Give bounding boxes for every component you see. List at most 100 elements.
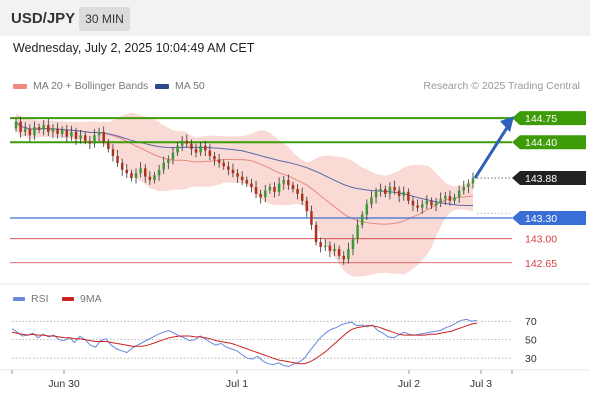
candle-body: [162, 162, 165, 170]
x-tick-label: Jul 2: [398, 378, 420, 390]
candle-body: [250, 183, 253, 187]
x-tick-label: Jun 30: [48, 378, 80, 390]
candle-body: [444, 195, 447, 199]
candle-body: [462, 187, 466, 191]
legend-ma50: MA 50: [155, 80, 205, 92]
ma50-line: [15, 121, 474, 207]
candle-body: [347, 249, 350, 260]
candle-body: [430, 200, 433, 206]
candle-body: [416, 205, 419, 208]
candle-body: [204, 145, 207, 151]
candle-body: [139, 168, 142, 174]
candle-body: [14, 121, 18, 129]
candle-body: [148, 176, 152, 181]
ma9-swatch: [62, 297, 74, 302]
ma50-swatch: [155, 83, 169, 89]
price-level-tag: [512, 111, 586, 126]
candle-body: [467, 183, 470, 187]
candle-body: [134, 173, 138, 179]
candle-body: [231, 169, 235, 174]
candle-body: [79, 135, 82, 139]
candle-body: [125, 169, 129, 174]
candle-body: [153, 175, 156, 181]
date-line: Wednesday, July 2, 2025 10:04:49 AM CET: [13, 41, 255, 55]
rsi-tick-label: 30: [525, 353, 537, 365]
price-level-label: 143.88: [525, 173, 557, 185]
timeframe-button[interactable]: 30 MIN: [79, 7, 130, 31]
ma20-label: MA 20 + Bollinger Bands: [33, 80, 149, 92]
legend-rsi: RSI: [13, 293, 49, 305]
candle-body: [379, 189, 382, 192]
candle-body: [273, 187, 276, 192]
rsi-ma-line: [11, 322, 478, 365]
candle-body: [37, 127, 41, 130]
candle-body: [434, 202, 438, 206]
candle-body: [411, 200, 415, 206]
price-level-tag: [512, 135, 586, 150]
candle-body: [259, 193, 262, 198]
symbol-title: USD/JPY: [11, 10, 76, 27]
candle-body: [213, 156, 216, 160]
candle-body: [60, 129, 64, 134]
x-tick-label: Jul 1: [226, 378, 248, 390]
candle-body: [370, 197, 373, 205]
x-tick-label: Jul 3: [470, 378, 492, 390]
legend-ma20: MA 20 + Bollinger Bands: [13, 80, 148, 92]
candle-body: [453, 197, 456, 201]
candle-body: [296, 189, 299, 194]
candle-body: [365, 204, 369, 215]
candle-body: [56, 128, 59, 134]
candle-body: [282, 180, 285, 184]
candle-body: [222, 162, 225, 167]
forecast-arrow-shaft: [473, 125, 510, 179]
candle-body: [176, 145, 179, 153]
candle-body: [42, 125, 45, 130]
candle-body: [47, 125, 50, 132]
candle-body: [291, 184, 295, 190]
candle-body: [310, 211, 313, 225]
candle-body: [157, 169, 161, 176]
candle-body: [245, 180, 249, 184]
rsi-label: RSI: [31, 293, 49, 305]
forecast-arrowhead: [500, 116, 514, 133]
candle-body: [236, 173, 239, 177]
candle-body: [374, 191, 378, 198]
price-level-label: 144.75: [525, 113, 557, 125]
candle-body: [19, 121, 22, 132]
candle-body: [384, 189, 387, 194]
candle-body: [324, 245, 327, 247]
candle-body: [439, 198, 442, 203]
candle-body: [300, 193, 304, 201]
rsi-tick-label: 70: [525, 316, 537, 328]
candle-body: [88, 140, 92, 144]
candle-body: [208, 150, 212, 156]
candle-body: [277, 183, 281, 192]
candle-body: [393, 187, 396, 191]
candle-body: [33, 127, 36, 136]
price-level-tag: [512, 211, 586, 225]
price-level-label: 143.00: [525, 234, 557, 246]
candle-body: [167, 159, 170, 163]
rsi-line: [11, 318, 478, 368]
candle-body: [120, 162, 124, 170]
candle-body: [305, 200, 309, 212]
candle-body: [227, 166, 230, 170]
candle-body: [217, 159, 221, 163]
candle-body: [342, 255, 346, 260]
candle-body: [180, 140, 184, 146]
candle-body: [420, 204, 424, 208]
candle-body: [457, 190, 461, 198]
price-level-label: 143.30: [525, 213, 557, 225]
candle-body: [402, 191, 406, 196]
header-bar: USD/JPY 30 MIN: [0, 0, 590, 36]
candle-body: [97, 131, 101, 136]
candle-body: [199, 145, 202, 153]
price-level-tag: [512, 171, 586, 186]
candle-body: [351, 238, 355, 249]
candle-body: [314, 224, 318, 243]
candle-body: [360, 214, 364, 225]
candle-body: [397, 190, 401, 196]
candle-body: [28, 128, 32, 136]
candle-body: [388, 187, 392, 194]
ma9-label: 9MA: [80, 293, 102, 305]
